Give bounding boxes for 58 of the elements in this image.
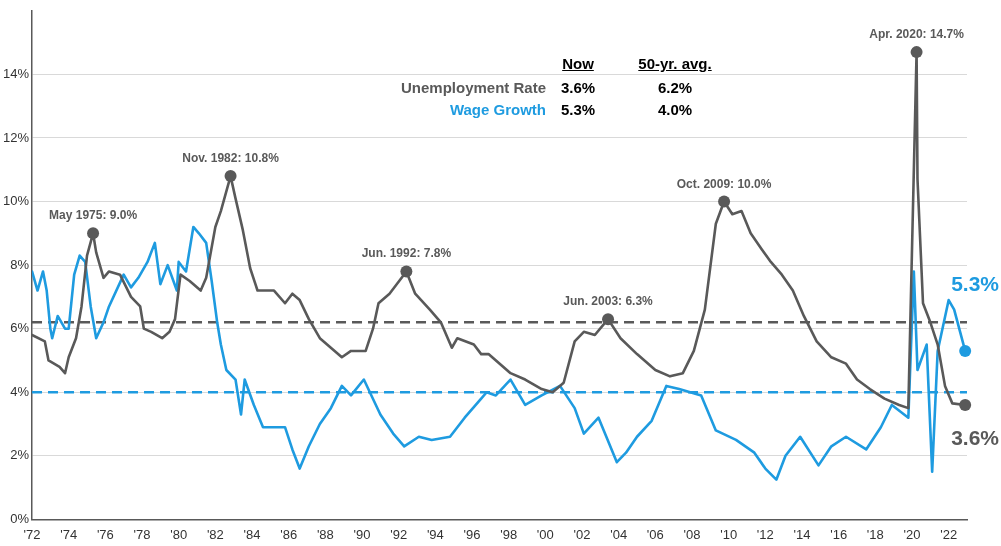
x-tick-label: '08: [683, 526, 701, 542]
x-tick-label: '90: [353, 526, 371, 542]
x-tick-label: '16: [830, 526, 848, 542]
y-tick-label: 12%: [2, 129, 30, 145]
point: [400, 265, 413, 278]
annotation: Jun. 2003: 6.3%: [563, 294, 654, 309]
text: Wage Growth: [449, 101, 546, 118]
x-tick-label: '20: [903, 526, 921, 542]
x-tick-label: '00: [536, 526, 554, 542]
y-tick-label: 10%: [2, 193, 30, 209]
x-tick-label: '10: [720, 526, 738, 542]
point: [602, 313, 615, 326]
x-tick-label: '82: [206, 526, 224, 542]
x-tick-label: '94: [426, 526, 444, 542]
x-tick-label: '02: [573, 526, 591, 542]
y-tick-label: 8%: [10, 256, 30, 272]
x-tick-label: '88: [316, 526, 334, 542]
y-tick-label: 2%: [10, 447, 30, 463]
x-tick-label: '76: [96, 526, 114, 542]
annotation: 4.0%: [657, 101, 693, 118]
text: Unemployment Rate: [400, 79, 546, 96]
x-tick-label: '18: [866, 526, 884, 542]
x-tick-label: '74: [60, 526, 78, 542]
annotation: 6.2%: [657, 79, 693, 96]
point: [87, 227, 100, 240]
point: [718, 195, 731, 208]
annotation: May 1975: 9.0%: [49, 208, 138, 223]
annotation: Oct. 2009: 10.0%: [676, 176, 772, 191]
x-tick-label: '72: [23, 526, 41, 542]
annotation: 3.6%: [560, 79, 596, 96]
x-tick-label: '98: [500, 526, 518, 542]
x-tick-label: '14: [793, 526, 811, 542]
annotation: Apr. 2020: 14.7%: [869, 27, 965, 42]
annotation: Nov. 1982: 10.8%: [182, 151, 280, 166]
x-tick-label: '22: [940, 526, 958, 542]
x-tick-label: '86: [280, 526, 298, 542]
x-tick-label: '80: [170, 526, 188, 542]
x-tick-label: '78: [133, 526, 151, 542]
point: [959, 344, 972, 357]
annotation: 5.3%: [951, 271, 1000, 295]
y-tick-label: 4%: [10, 383, 30, 399]
x-tick-label: '06: [646, 526, 664, 542]
annotation: 50-yr. avg.: [637, 55, 713, 72]
x-tick-label: '96: [463, 526, 481, 542]
x-tick-label: '84: [243, 526, 261, 542]
annotation: Now: [561, 55, 595, 72]
annotation: 5.3%: [560, 101, 596, 118]
x-tick-label: '04: [610, 526, 628, 542]
annotation: Jun. 1992: 7.8%: [361, 246, 452, 261]
y-tick-label: 6%: [10, 320, 30, 336]
x-tick-label: '12: [756, 526, 774, 542]
annotation: 3.6%: [951, 425, 1000, 449]
x-tick-label: '92: [390, 526, 408, 542]
point: [959, 398, 972, 411]
y-tick-label: 0%: [10, 510, 30, 526]
y-tick-label: 14%: [2, 65, 30, 81]
point: [224, 170, 237, 183]
point: [910, 46, 923, 59]
